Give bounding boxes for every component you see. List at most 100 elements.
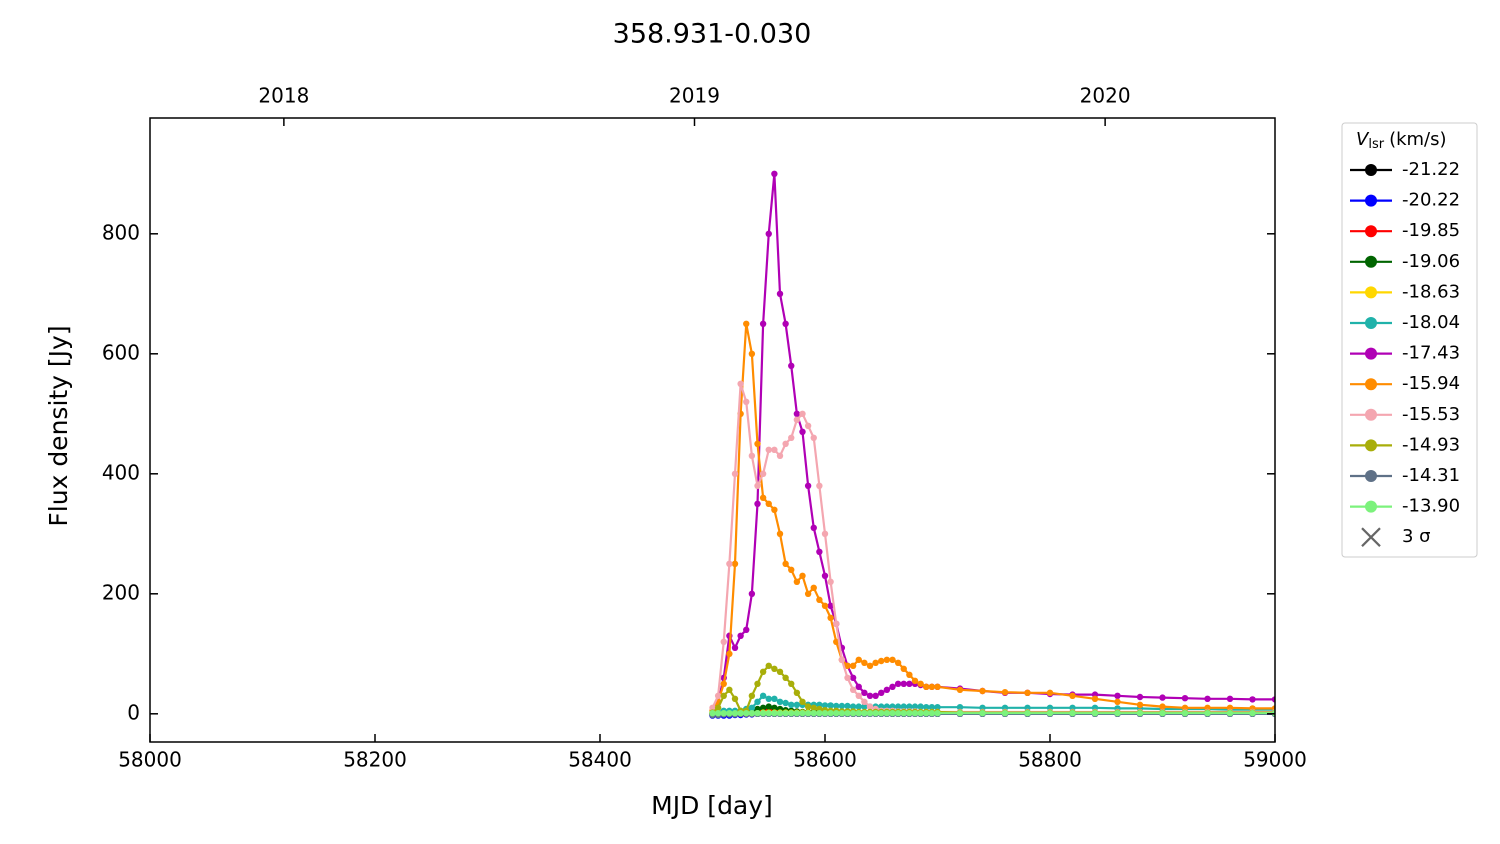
legend-label: -14.93 bbox=[1402, 434, 1460, 455]
legend-marker bbox=[1365, 347, 1377, 360]
data-point bbox=[793, 689, 801, 696]
data-point bbox=[754, 698, 761, 705]
data-point bbox=[1046, 710, 1054, 717]
data-point bbox=[1069, 692, 1076, 699]
data-point bbox=[748, 452, 756, 459]
legend-label: -15.53 bbox=[1402, 404, 1460, 425]
data-point bbox=[720, 692, 727, 699]
y-tick-label: 0 bbox=[127, 700, 140, 724]
data-point bbox=[776, 530, 784, 537]
legend-marker bbox=[1365, 378, 1377, 391]
data-point bbox=[849, 674, 857, 681]
legend-label: -21.22 bbox=[1402, 159, 1460, 180]
x-tick-label: 58800 bbox=[1018, 748, 1082, 772]
data-point bbox=[889, 710, 896, 717]
x-tick-label: 58600 bbox=[793, 748, 857, 772]
legend-marker bbox=[1365, 255, 1377, 268]
data-point bbox=[917, 703, 924, 710]
legend-label: -18.04 bbox=[1402, 312, 1460, 333]
data-point bbox=[1204, 710, 1211, 717]
data-point bbox=[900, 680, 907, 687]
data-point bbox=[765, 662, 772, 669]
data-point bbox=[1136, 701, 1144, 708]
data-point bbox=[1226, 695, 1234, 702]
legend-marker bbox=[1365, 286, 1377, 299]
data-point bbox=[748, 710, 756, 717]
data-point bbox=[788, 566, 795, 573]
data-point bbox=[934, 710, 941, 717]
x-tick-label: 58400 bbox=[568, 748, 632, 772]
data-point bbox=[799, 710, 806, 717]
data-point bbox=[731, 710, 739, 717]
data-point bbox=[793, 416, 801, 423]
data-point bbox=[771, 710, 778, 717]
data-point bbox=[771, 170, 778, 177]
data-point bbox=[782, 440, 789, 447]
data-point bbox=[883, 686, 891, 693]
data-point bbox=[709, 710, 716, 717]
data-point bbox=[906, 680, 913, 687]
data-point bbox=[765, 500, 772, 507]
data-point bbox=[737, 380, 744, 387]
data-point bbox=[759, 710, 767, 717]
legend bbox=[1341, 122, 1478, 558]
data-point bbox=[934, 704, 941, 711]
data-point bbox=[714, 704, 722, 711]
data-point bbox=[889, 656, 896, 663]
data-point bbox=[917, 680, 924, 687]
data-point bbox=[1024, 689, 1031, 696]
data-point bbox=[810, 584, 817, 591]
data-point bbox=[748, 704, 756, 711]
data-point bbox=[759, 470, 767, 477]
data-point bbox=[928, 704, 936, 711]
data-point bbox=[900, 710, 907, 717]
data-point bbox=[1136, 710, 1144, 717]
data-point bbox=[1046, 689, 1054, 696]
data-point bbox=[866, 710, 874, 717]
data-point bbox=[759, 494, 767, 501]
data-point bbox=[861, 710, 868, 717]
data-point bbox=[844, 710, 851, 717]
series-line bbox=[711, 173, 1275, 715]
legend-label: -13.90 bbox=[1402, 496, 1460, 517]
legend-label: -14.31 bbox=[1402, 465, 1460, 486]
data-point bbox=[844, 702, 851, 710]
data-point bbox=[894, 680, 902, 687]
data-point bbox=[804, 482, 812, 489]
y-axis-label: Flux density [Jy] bbox=[44, 325, 73, 526]
data-point bbox=[911, 710, 919, 717]
data-point bbox=[838, 656, 846, 663]
data-point bbox=[1114, 692, 1121, 699]
data-point bbox=[799, 410, 806, 417]
data-point bbox=[810, 434, 817, 441]
data-point bbox=[1001, 689, 1009, 696]
legend-label: -17.43 bbox=[1402, 343, 1460, 364]
y-tick-label: 600 bbox=[102, 340, 140, 364]
legend-marker bbox=[1365, 439, 1377, 452]
data-point bbox=[1159, 710, 1166, 717]
data-point bbox=[849, 710, 857, 717]
data-point bbox=[748, 590, 756, 597]
data-point bbox=[737, 632, 744, 639]
x-tick-label: 58200 bbox=[343, 748, 407, 772]
data-point bbox=[793, 410, 801, 417]
plot-area bbox=[709, 170, 1275, 719]
data-point bbox=[838, 710, 846, 717]
legend-label: -15.94 bbox=[1402, 373, 1460, 394]
data-point bbox=[1271, 696, 1275, 703]
x-axis-label: MJD [day] bbox=[651, 791, 773, 820]
legend-label: -20.22 bbox=[1402, 190, 1460, 211]
data-point bbox=[788, 680, 795, 687]
legend-threshold-label: 3 σ bbox=[1402, 526, 1431, 547]
data-point bbox=[1159, 703, 1166, 710]
legend-subscript: lsr bbox=[1368, 137, 1384, 152]
legend-marker bbox=[1365, 225, 1377, 238]
data-point bbox=[1136, 693, 1144, 701]
x2-tick-label: 2018 bbox=[258, 84, 309, 108]
data-point bbox=[804, 703, 812, 710]
data-point bbox=[782, 699, 789, 707]
data-point bbox=[861, 698, 868, 705]
data-point bbox=[765, 695, 772, 702]
data-point bbox=[743, 398, 750, 405]
